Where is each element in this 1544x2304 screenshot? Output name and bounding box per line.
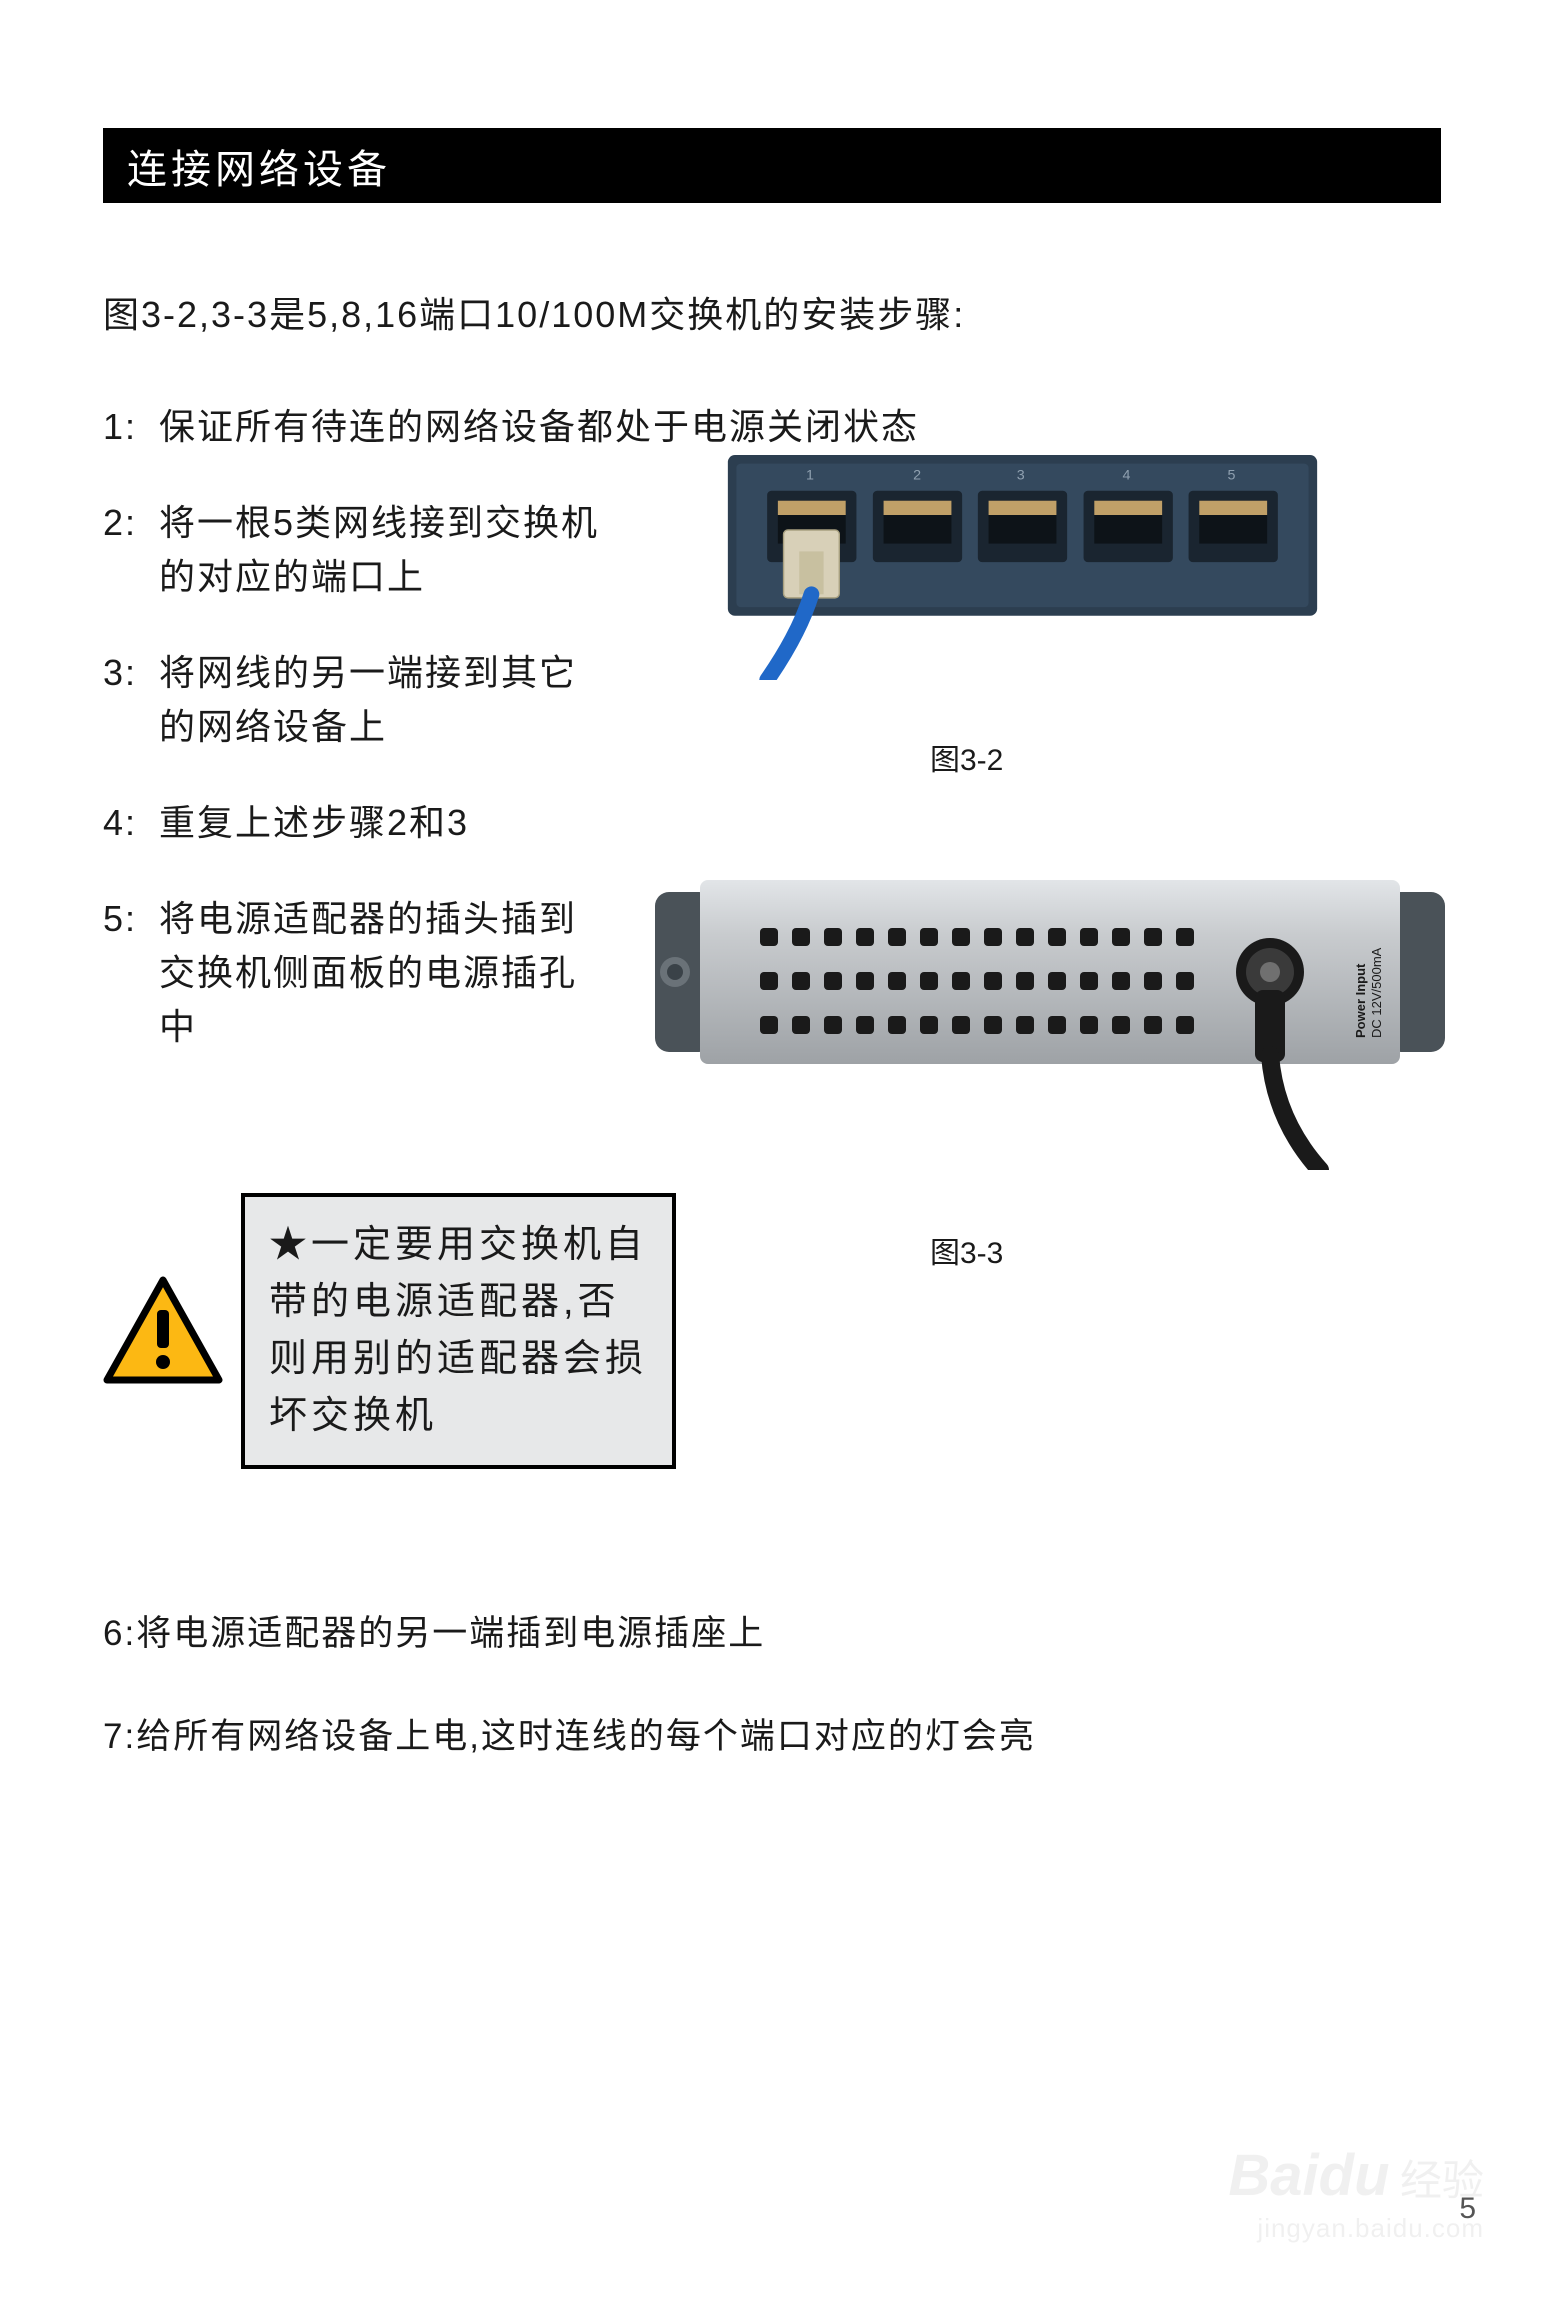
warning-section: ★一定要用交换机自带的电源适配器,否则用别的适配器会损坏交换机 [103, 1193, 676, 1469]
bottom-step-list: 6:将电源适配器的另一端插到电源插座上 7:给所有网络设备上电,这时连线的每个端… [103, 1605, 1303, 1811]
page-number: 5 [1459, 2192, 1476, 2226]
step-number: 4: [103, 796, 159, 850]
svg-text:3: 3 [1017, 467, 1025, 483]
step-text: 保证所有待连的网络设备都处于电源关闭状态 [159, 400, 1303, 454]
svg-text:Power Input: Power Input [1353, 963, 1368, 1038]
step-item: 4: 重复上述步骤2和3 [103, 796, 603, 850]
step-number: 5: [103, 892, 159, 1054]
warning-icon [103, 1276, 223, 1386]
step-number: 3: [103, 646, 159, 754]
warning-box: ★一定要用交换机自带的电源适配器,否则用别的适配器会损坏交换机 [241, 1193, 676, 1469]
step-item: 2: 将一根5类网线接到交换机的对应的端口上 [103, 496, 603, 604]
header-bar: 连接网络设备 [103, 128, 1441, 203]
svg-text:2: 2 [913, 467, 921, 483]
svg-text:DC 12V/500mA: DC 12V/500mA [1369, 947, 1384, 1038]
warning-text: ★一定要用交换机自带的电源适配器,否则用别的适配器会损坏交换机 [269, 1217, 648, 1445]
step-item: 3: 将网线的另一端接到其它的网络设备上 [103, 646, 603, 754]
power-svg: Power Input DC 12V/500mA [655, 880, 1445, 1170]
svg-text:5: 5 [1227, 467, 1235, 483]
intro-text: 图3-2,3-3是5,8,16端口10/100M交换机的安装步骤: [103, 286, 965, 338]
step-list: 1: 保证所有待连的网络设备都处于电源关闭状态 2: 将一根5类网线接到交换机的… [103, 400, 603, 1096]
svg-text:4: 4 [1122, 467, 1130, 483]
switch-svg: 1 2 3 4 5 [610, 455, 1435, 680]
warning-body: 一定要用交换机自带的电源适配器,否则用别的适配器会损坏交换机 [269, 1224, 647, 1437]
step-item: 1: 保证所有待连的网络设备都处于电源关闭状态 [103, 400, 1303, 454]
page-title: 连接网络设备 [127, 137, 391, 195]
step-text: 重复上述步骤2和3 [159, 796, 603, 850]
step-item: 7:给所有网络设备上电,这时连线的每个端口对应的灯会亮 [103, 1708, 1303, 1759]
step-number: 1: [103, 400, 159, 454]
step-item: 5: 将电源适配器的插头插到交换机侧面板的电源插孔中 [103, 892, 603, 1054]
watermark-brand: Baidu [1228, 2143, 1389, 2208]
step-text: 将一根5类网线接到交换机的对应的端口上 [159, 496, 603, 604]
step-text: 将电源适配器的插头插到交换机侧面板的电源插孔中 [159, 892, 603, 1054]
step-item: 6:将电源适配器的另一端插到电源插座上 [103, 1605, 1303, 1656]
figure-label: 图3-2 [930, 735, 1003, 779]
figure-label: 图3-3 [930, 1228, 1003, 1272]
switch-side-figure: Power Input DC 12V/500mA [655, 880, 1445, 1170]
warning-star: ★ [269, 1224, 311, 1266]
switch-front-figure: 1 2 3 4 5 [610, 455, 1435, 680]
watermark: Baidu 经验 jingyan.baidu.com [1228, 2142, 1484, 2244]
step-text: 将网线的另一端接到其它的网络设备上 [159, 646, 603, 754]
svg-text:1: 1 [806, 467, 814, 483]
step-number: 2: [103, 496, 159, 604]
watermark-url: jingyan.baidu.com [1228, 2213, 1484, 2244]
